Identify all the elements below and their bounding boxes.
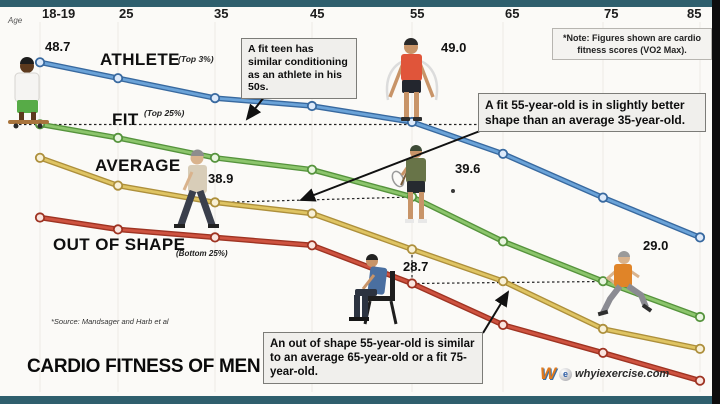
data-point <box>497 276 509 287</box>
data-point <box>497 319 509 330</box>
data-point <box>306 240 318 251</box>
value-label-athlete-55: 49.0 <box>441 40 467 55</box>
data-point <box>597 347 609 358</box>
callout-out-of-shape-55: An out of shape 55-year-old is similar t… <box>263 332 483 385</box>
data-point <box>112 73 124 84</box>
data-point <box>34 57 46 68</box>
note-box: *Note: Figures shown are cardio fitness … <box>552 28 712 61</box>
data-point <box>406 278 418 289</box>
logo-sphere-icon: e <box>559 367 573 381</box>
website-url: whyiexercise.com <box>575 368 670 380</box>
data-point <box>694 232 706 243</box>
data-point <box>597 192 609 203</box>
data-point <box>694 311 706 323</box>
data-point <box>34 212 46 223</box>
callout-fit-teen: A fit teen has similar conditioning as a… <box>241 38 357 100</box>
age-tick-85: 85 <box>687 6 702 21</box>
age-tick-25: 25 <box>119 6 134 21</box>
data-point <box>306 100 318 112</box>
series-qualifier-out-of-shape: (Bottom 25%) <box>176 249 228 258</box>
age-tick-45: 45 <box>310 6 325 21</box>
value-label-oos-55: 28.7 <box>403 259 429 274</box>
series-label-average: AVERAGE <box>95 156 181 175</box>
line-0 <box>37 59 703 241</box>
data-point <box>112 132 124 143</box>
age-tick-55: 55 <box>410 6 425 21</box>
data-point <box>209 197 221 208</box>
tennis-ball <box>451 189 455 193</box>
data-point <box>34 152 46 163</box>
chart-title: CARDIO FITNESS OF MEN <box>27 356 261 377</box>
right-frame-bar <box>712 0 720 404</box>
value-label-average-35: 38.9 <box>208 171 234 186</box>
data-point <box>209 232 221 243</box>
data-point <box>209 93 221 104</box>
tennis-player-illustration <box>391 145 455 223</box>
top-frame-bar <box>0 0 712 7</box>
value-label-fit-55: 39.6 <box>455 161 481 176</box>
arrow-oos-55 <box>482 290 510 334</box>
source-citation: *Source: Mandsager and Harb et al <box>51 317 169 326</box>
series-label-fit: FIT <box>112 110 139 129</box>
age-tick-18-19: 18-19 <box>42 6 76 21</box>
logo-e-mark: e <box>563 369 569 379</box>
data-point <box>306 164 318 175</box>
series-lines-layer <box>34 57 706 386</box>
series-label-athlete: ATHLETE <box>100 50 180 69</box>
callout-fit-55: A fit 55-year-old is in slightly better … <box>478 93 706 133</box>
data-point <box>597 276 609 287</box>
running-man-illustration <box>597 251 653 317</box>
arrow-fit-55 <box>299 130 481 202</box>
logo-w-mark: W <box>540 364 557 383</box>
age-tick-75: 75 <box>604 6 619 21</box>
age-axis-label: Age <box>8 16 23 25</box>
comparison-dotted-lines <box>14 123 604 285</box>
data-point <box>597 323 609 334</box>
data-point <box>497 148 509 159</box>
value-label-fit-teen: 48.7 <box>45 39 71 54</box>
age-tick-35: 35 <box>214 6 229 21</box>
data-point <box>406 244 418 255</box>
bottom-frame-bar <box>0 396 712 404</box>
series-label-out-of-shape: OUT OF SHAPE <box>53 235 186 254</box>
data-point <box>209 152 221 163</box>
series-qualifier-athlete: (Top 3%) <box>178 54 214 64</box>
series-qualifier-fit: (Top 25%) <box>144 108 185 118</box>
dotted-line-average-35-to-fit-55 <box>216 196 413 204</box>
skateboarder-illustration <box>8 57 49 129</box>
jump-rope-athlete-illustration <box>385 38 439 121</box>
data-point <box>694 343 706 354</box>
age-tick-65: 65 <box>505 6 520 21</box>
data-point <box>694 375 706 386</box>
value-label-fit-75: 29.0 <box>643 238 669 253</box>
data-point <box>306 208 318 219</box>
sitting-man-illustration <box>349 254 398 325</box>
data-point <box>112 224 124 235</box>
walking-man-illustration <box>174 149 219 228</box>
data-point <box>112 180 124 191</box>
whyiexercise-logo: W e whyiexercise.com <box>540 364 669 384</box>
data-point <box>497 236 509 247</box>
